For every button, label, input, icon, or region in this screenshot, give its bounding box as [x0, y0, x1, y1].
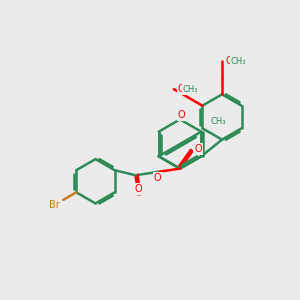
- Text: CH₃: CH₃: [183, 85, 198, 94]
- Text: O: O: [154, 173, 162, 183]
- Text: CH₃: CH₃: [231, 57, 246, 66]
- Text: O: O: [178, 110, 185, 120]
- Text: O: O: [135, 184, 142, 194]
- Text: O: O: [226, 56, 233, 66]
- Text: O: O: [194, 144, 202, 154]
- Text: Br: Br: [49, 200, 60, 210]
- Text: CH₃: CH₃: [210, 117, 226, 126]
- Text: O: O: [178, 84, 185, 94]
